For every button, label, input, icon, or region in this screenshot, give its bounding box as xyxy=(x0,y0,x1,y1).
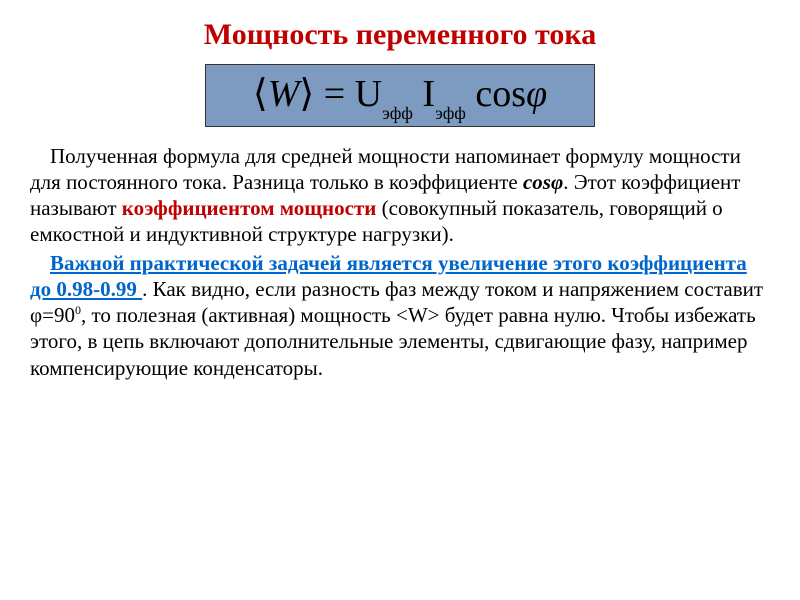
paragraph-1: Полученная формула для средней мощности … xyxy=(30,143,770,248)
page-title: Мощность переменного тока xyxy=(30,18,770,52)
formula-eq-U: = U xyxy=(314,73,382,115)
p2-text-b: , то полезная (активная) мощность <W> бу… xyxy=(30,303,756,380)
formula-cos: cos xyxy=(466,73,526,115)
formula-sub1: эфф xyxy=(382,103,413,123)
paragraph-2: Важной практической задачей является уве… xyxy=(30,250,770,381)
formula-W: W xyxy=(268,73,300,115)
angle-left: ⟨ xyxy=(253,73,268,115)
formula-phi: φ xyxy=(526,73,547,115)
formula-box: ⟨W⟩ = Uэфф Iэфф cosφ xyxy=(205,64,595,127)
formula-sub2: эфф xyxy=(435,103,466,123)
formula-I: I xyxy=(413,73,435,115)
power-coeff-term: коэффициентом мощности xyxy=(122,196,377,220)
angle-right: ⟩ xyxy=(299,73,314,115)
cosphi-term: cosφ xyxy=(523,170,563,194)
